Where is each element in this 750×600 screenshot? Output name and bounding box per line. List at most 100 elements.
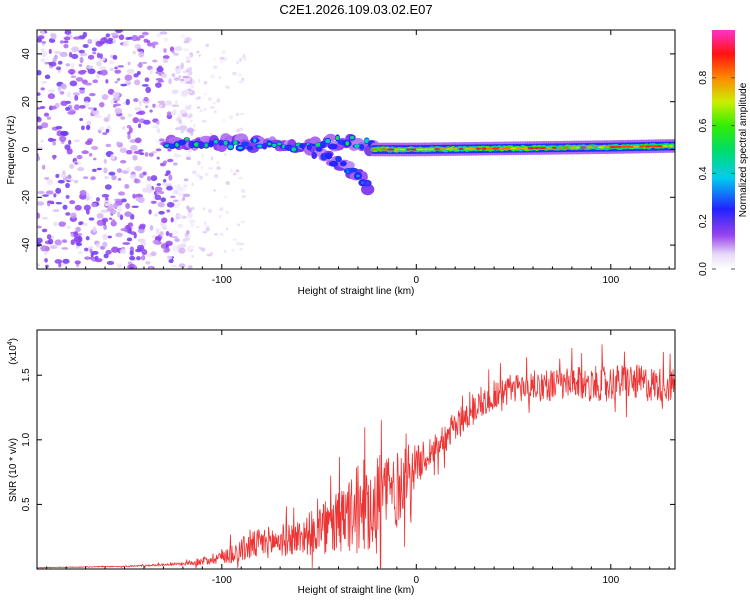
noise-blob — [108, 60, 115, 65]
noise-blob — [79, 221, 84, 225]
noise-blob — [239, 113, 245, 116]
noise-blob — [117, 263, 122, 269]
x-tick-label: 100 — [602, 275, 619, 286]
noise-blob — [154, 186, 163, 192]
noise-blob — [172, 184, 179, 189]
noise-blob — [224, 196, 227, 199]
noise-blob — [200, 165, 204, 170]
main-line-peak — [649, 145, 658, 148]
noise-blob — [103, 43, 110, 46]
noise-blob — [167, 158, 174, 163]
noise-blob — [182, 193, 191, 198]
noise-blob — [241, 188, 246, 193]
noise-blob — [182, 184, 188, 188]
noise-blob — [112, 91, 120, 98]
lower-branch-blob — [311, 151, 318, 160]
noise-blob — [171, 50, 175, 54]
noise-blob — [82, 44, 89, 49]
noise-blob — [185, 116, 189, 119]
upper-branch-core — [345, 141, 350, 146]
noise-blob — [52, 209, 60, 212]
noise-blob — [105, 33, 111, 38]
main-line-peak — [398, 148, 407, 151]
noise-blob — [80, 69, 87, 73]
colorbar-scale — [712, 30, 735, 269]
noise-blob — [150, 175, 158, 182]
noise-blob — [168, 174, 173, 181]
main-line-peak — [626, 145, 635, 148]
main-line-peak — [614, 145, 623, 149]
noise-blob — [92, 168, 97, 173]
noise-blob — [84, 82, 92, 86]
noise-blob — [236, 113, 239, 116]
noise-blob — [191, 182, 194, 187]
noise-blob — [145, 261, 151, 265]
y-tick-label: -40 — [21, 237, 32, 252]
noise-blob — [73, 36, 81, 40]
noise-blob — [155, 78, 163, 81]
noise-blob — [64, 144, 71, 150]
noise-blob — [151, 235, 156, 238]
main-line-peak — [433, 148, 442, 151]
noise-blob — [60, 40, 64, 44]
noise-blob — [37, 237, 43, 244]
noise-blob — [78, 49, 85, 54]
noise-blob — [152, 44, 156, 49]
main-line-peak — [644, 145, 652, 148]
upper-branch-core — [175, 142, 179, 148]
spectrogram-panel: -100 0 100 -40 -20 0 20 40 Height of straight l… — [6, 29, 676, 297]
noise-blob — [91, 47, 97, 52]
noise-blob — [143, 96, 149, 102]
noise-blob — [129, 255, 136, 261]
noise-blob — [105, 143, 112, 148]
noise-blob — [50, 33, 57, 40]
noise-blob — [185, 56, 190, 60]
noise-blob — [60, 83, 66, 89]
noise-blob — [182, 75, 190, 79]
noise-blob — [73, 231, 79, 238]
noise-blob — [83, 176, 89, 179]
noise-blob — [186, 127, 194, 134]
noise-blob — [116, 205, 123, 212]
main-line-peak — [539, 146, 547, 150]
noise-blob — [114, 107, 122, 115]
noise-blob — [95, 243, 101, 248]
upper-branch-core — [193, 142, 200, 147]
noise-blob — [43, 112, 50, 117]
noise-blob — [125, 98, 130, 106]
noise-blob — [201, 247, 206, 252]
noise-blob — [86, 65, 92, 70]
noise-blob — [66, 91, 72, 98]
noise-blob — [37, 155, 41, 162]
noise-blob — [55, 173, 60, 178]
noise-blob — [202, 207, 206, 211]
noise-blob — [189, 221, 195, 227]
noise-blob — [205, 43, 210, 48]
noise-blob — [37, 212, 41, 219]
noise-blob — [87, 38, 93, 45]
noise-blob — [117, 177, 122, 181]
noise-blob — [58, 262, 62, 268]
noise-blob — [102, 233, 108, 241]
noise-blob — [132, 98, 139, 102]
noise-blob — [240, 242, 244, 246]
upper-branch-core — [291, 147, 297, 152]
noise-blob — [155, 71, 159, 74]
noise-blob — [47, 200, 55, 204]
main-line-peak — [445, 147, 454, 151]
upper-branch-core — [349, 136, 355, 140]
noise-blob — [179, 109, 187, 114]
upper-branch-blob — [198, 141, 205, 149]
noise-blob — [127, 113, 133, 117]
noise-blob — [120, 228, 128, 232]
main-line-peak — [370, 148, 377, 151]
noise-blob — [59, 90, 65, 95]
upper-branch-core — [237, 146, 243, 150]
noise-blob — [107, 113, 111, 120]
y-tick-label: -20 — [21, 190, 32, 205]
noise-blob — [166, 111, 172, 117]
main-line-peak — [503, 147, 513, 150]
noise-blob — [85, 124, 91, 131]
noise-blob — [139, 223, 146, 229]
noise-blob — [177, 223, 183, 229]
